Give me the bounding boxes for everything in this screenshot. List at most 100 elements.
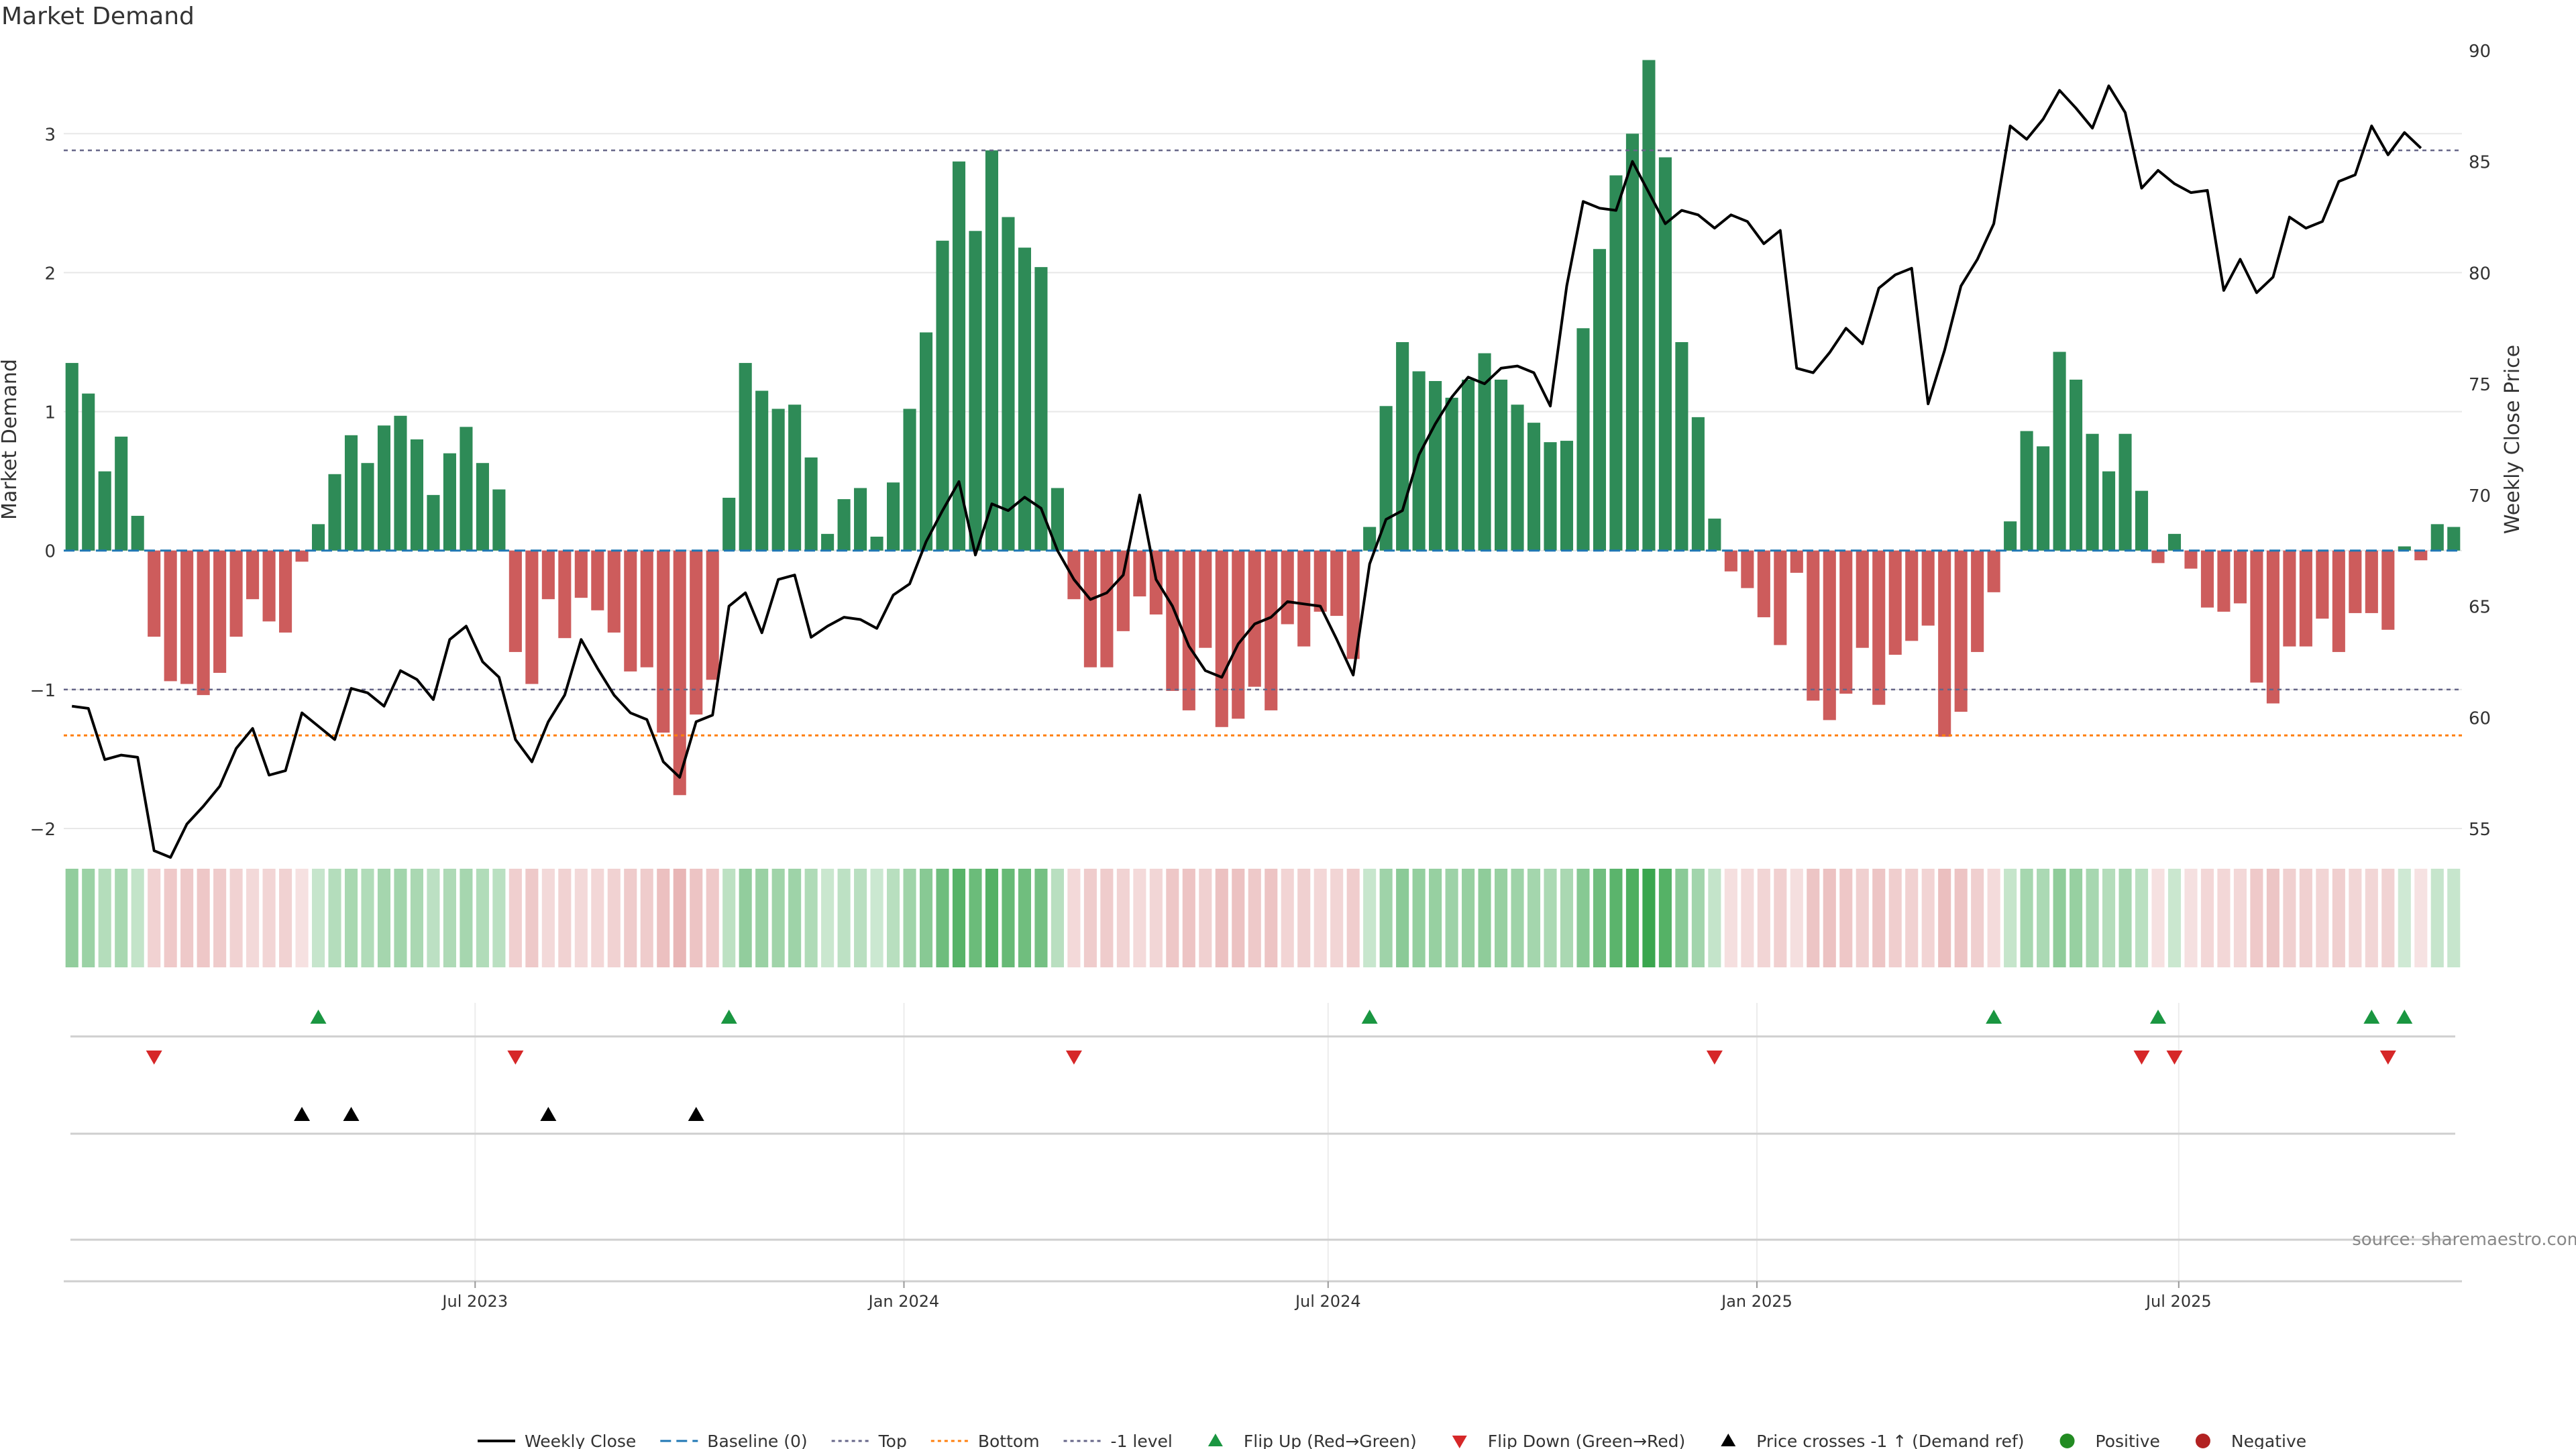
heat-strip-cell	[1281, 869, 1294, 967]
demand-bar	[2349, 550, 2362, 613]
demand-bar	[1297, 550, 1311, 647]
legend-item: Bottom	[930, 1432, 1040, 1449]
flip-down-marker	[2133, 1051, 2150, 1065]
demand-bar	[295, 550, 309, 562]
demand-bar	[1609, 175, 1623, 551]
heat-strip-cell	[2053, 869, 2066, 967]
demand-bar	[1495, 379, 1508, 551]
demand-bar	[1067, 550, 1081, 600]
heat-strip-cell	[1495, 869, 1508, 967]
heat-strip-cell	[65, 869, 78, 967]
demand-bar	[722, 498, 736, 551]
y-tick-label: −2	[30, 820, 56, 840]
y-tick-label: 2	[44, 264, 56, 284]
heat-strip-cell	[1313, 869, 1327, 967]
heat-strip-cell	[1790, 869, 1803, 967]
demand-bar	[1034, 267, 1048, 551]
demand-bar	[131, 515, 144, 551]
heat-strip-cell	[591, 869, 604, 967]
demand-bar	[2266, 550, 2279, 704]
demand-bar	[344, 435, 358, 551]
demand-bar	[936, 240, 949, 551]
heat-strip-cell	[1133, 869, 1146, 967]
demand-bar	[246, 550, 260, 600]
demand-bar	[640, 550, 653, 667]
heat-strip-cell	[1609, 869, 1623, 967]
legend-item: Weekly Close	[478, 1432, 636, 1449]
demand-bar	[1905, 550, 1919, 641]
heat-strip-cell	[2020, 869, 2033, 967]
demand-bar	[1675, 342, 1688, 551]
demand-bar	[2283, 550, 2296, 647]
legend-label: Flip Up (Red→Green)	[1244, 1432, 1417, 1449]
y-axis-label: Market Demand	[0, 359, 21, 520]
heat-strip-cell	[1396, 869, 1409, 967]
heat-strip-cell	[115, 869, 128, 967]
heat-strip-cell	[2365, 869, 2378, 967]
y2-tick-label: 70	[2469, 486, 2491, 506]
heat-strip-cell	[1625, 869, 1639, 967]
legend-label: Top	[878, 1432, 907, 1449]
demand-bar	[443, 453, 456, 551]
heat-strip-cell	[1478, 869, 1491, 967]
heat-strip-cell	[640, 869, 653, 967]
demand-bar	[1199, 550, 1212, 648]
demand-bar	[1724, 550, 1737, 572]
demand-bar	[837, 499, 851, 551]
flip-down-marker	[2166, 1051, 2183, 1065]
demand-bar	[2217, 550, 2231, 612]
demand-bar	[2070, 379, 2083, 551]
heat-strip-cell	[311, 869, 325, 967]
demand-bar	[2398, 546, 2411, 551]
demand-bar	[2233, 550, 2247, 604]
demand-bar	[1215, 550, 1228, 727]
heat-strip-cell	[755, 869, 769, 967]
heat-strip-cell	[1905, 869, 1919, 967]
legend-negative-dot	[2195, 1434, 2210, 1448]
flip-down-marker	[1065, 1051, 1082, 1065]
heat-strip-cell	[1724, 869, 1737, 967]
demand-bar	[2020, 431, 2033, 551]
heat-strip-cell	[377, 869, 391, 967]
legend-label: Price crosses -1 ↑ (Demand ref)	[1756, 1432, 2024, 1449]
heat-strip-cell	[1708, 869, 1721, 967]
demand-bar	[1379, 406, 1393, 551]
y2-tick-label: 90	[2469, 42, 2491, 62]
heat-strip-cell	[2151, 869, 2165, 967]
heat-strip-cell	[295, 869, 309, 967]
legend-price-cross-icon	[1721, 1434, 1736, 1446]
demand-bar	[197, 550, 210, 696]
demand-bar	[2299, 550, 2312, 647]
demand-bar	[262, 550, 276, 622]
demand-bar	[148, 550, 161, 637]
legend-flip-up-icon	[1208, 1434, 1223, 1446]
heat-strip-cell	[1199, 869, 1212, 967]
demand-bar	[1313, 550, 1327, 612]
y2-tick-label: 75	[2469, 375, 2491, 395]
heat-strip-cell	[1642, 869, 1656, 967]
heat-strip-cell	[1691, 869, 1705, 967]
demand-bar	[1691, 417, 1705, 551]
heat-strip-cell	[2283, 869, 2296, 967]
demand-bar	[2167, 533, 2182, 551]
y2-axis-label: Weekly Close Price	[2501, 345, 2524, 534]
heat-strip-cell	[1888, 869, 1902, 967]
heat-strip-cell	[1560, 869, 1574, 967]
heat-strip-cell	[1149, 869, 1163, 967]
heat-strip-cell	[854, 869, 867, 967]
demand-bar	[2430, 524, 2444, 551]
price-cross-marker	[294, 1107, 311, 1121]
heat-strip-cell	[690, 869, 703, 967]
heat-strip-cell	[1807, 869, 1820, 967]
heat-strip-cell	[2167, 869, 2182, 967]
heat-strip-cell	[1330, 869, 1344, 967]
demand-bar	[821, 533, 835, 551]
demand-bar	[311, 524, 325, 551]
heat-strip-cell	[722, 869, 736, 967]
demand-bar	[164, 550, 177, 682]
heat-strip-cell	[180, 869, 194, 967]
heat-strip-cell	[197, 869, 210, 967]
heat-strip-cell	[2233, 869, 2247, 967]
demand-bar	[2184, 550, 2198, 569]
y2-tick-label: 85	[2469, 153, 2491, 173]
